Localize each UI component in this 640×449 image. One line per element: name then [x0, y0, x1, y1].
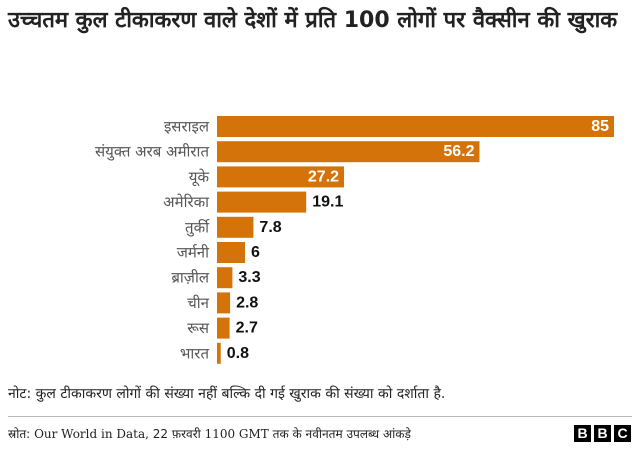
bar [217, 292, 231, 314]
value-label: 2.7 [236, 320, 258, 337]
bbc-logo: B B C [574, 425, 631, 442]
source-label: स्रोत: [8, 427, 31, 441]
chart-title: उच्चतम कुल टीकाकरण वाले देशों में प्रति … [8, 8, 618, 33]
bar [217, 242, 246, 263]
bbc-logo-block-c: C [614, 425, 631, 442]
value-label: 27.2 [308, 168, 339, 185]
value-label: 56.2 [443, 143, 474, 160]
value-label: 6 [251, 244, 260, 261]
value-label: 19.1 [312, 194, 343, 211]
bar [217, 317, 230, 339]
source-line: स्रोत: Our World in Data, 22 फ़रवरी 1100… [8, 426, 568, 442]
source-month: फ़रवरी [171, 427, 201, 441]
bar [217, 166, 345, 188]
category-label: यूके [189, 168, 210, 187]
category-label: जर्मनी [177, 244, 210, 262]
bar [217, 116, 614, 137]
source-org: Our World in Data, [34, 427, 149, 441]
category-label: अमेरिका [163, 193, 210, 211]
category-label: इसराइल [164, 118, 210, 136]
source-date-number: 22 [152, 427, 169, 441]
value-labels: 85 56.2 27.2 19.1 7.8 6 3.3 2.8 2.7 0.8 [227, 118, 609, 362]
value-label: 3.3 [238, 269, 260, 286]
bbc-logo-block-b2: B [594, 425, 611, 442]
footer-divider [8, 416, 632, 417]
source-time: 1100 GMT [204, 427, 269, 441]
category-label: संयुक्त अरब अमीरात [95, 143, 209, 162]
source-rest: तक के नवीनतम उपलब्ध आंकड़े [272, 427, 411, 441]
value-label: 7.8 [259, 219, 281, 236]
value-label: 85 [591, 118, 609, 135]
bar-chart: इसराइल संयुक्त अरब अमीरात यूके अमेरिका तुर्क… [95, 116, 614, 364]
value-label: 2.8 [236, 294, 258, 311]
category-label: भारत [180, 344, 210, 362]
chart-note: नोट: कुल टीकाकरण लोगों की संख्या नहीं बल… [8, 386, 446, 402]
category-label: चीन [187, 294, 209, 312]
bar [217, 267, 233, 289]
category-label: रूस [187, 319, 210, 337]
bar [217, 342, 221, 364]
bar [217, 216, 254, 238]
value-label: 0.8 [227, 345, 249, 362]
bars [217, 116, 614, 364]
category-labels: इसराइल संयुक्त अरब अमीरात यूके अमेरिका तुर्क… [95, 118, 210, 363]
bbc-logo-block-b1: B [574, 425, 591, 442]
bar [217, 141, 480, 163]
category-label: तुर्की [185, 218, 210, 237]
category-label: ब्राज़ील [171, 269, 209, 287]
bar [217, 191, 307, 213]
